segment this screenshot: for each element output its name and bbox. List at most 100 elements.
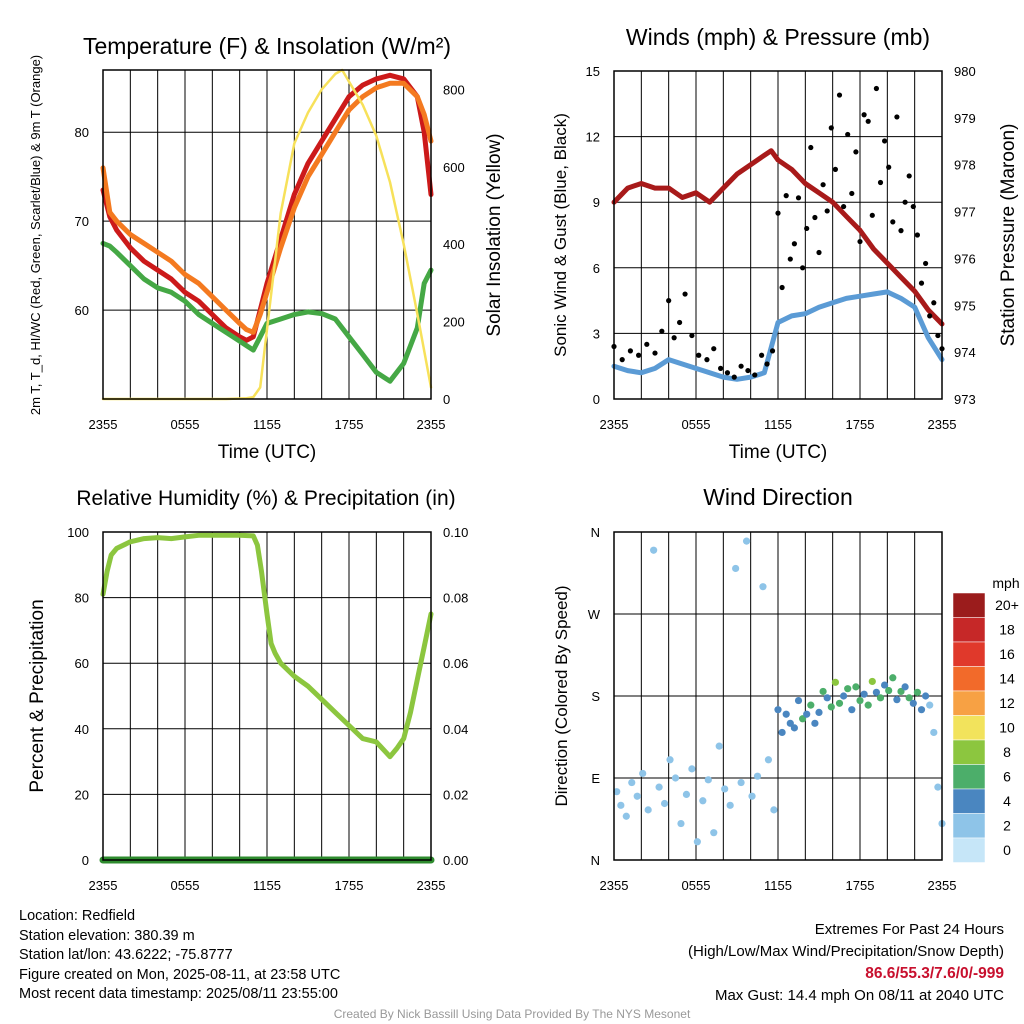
colorbar-unit: mph (992, 575, 1019, 591)
temperature-ylabel: 2m T, T_d, HI/WC (Red, Green, Scarlet/Bl… (28, 55, 43, 415)
direction-point (881, 681, 889, 689)
series-line (611, 148, 945, 327)
direction-point (699, 797, 707, 805)
x-tick-label: 1755 (335, 417, 364, 432)
credit-line: Created By Nick Bassill Using Data Provi… (333, 1007, 691, 1021)
station-latlon: Station lat/lon: 43.6222; -75.8777 (19, 947, 233, 963)
gust-point (841, 203, 847, 210)
gust-point (873, 85, 880, 92)
direction-point (868, 677, 876, 686)
direction-point (628, 778, 636, 787)
y2-tick-label: 0.06 (443, 656, 468, 671)
direction-point (778, 728, 786, 737)
gust-point (759, 352, 765, 358)
gust-point (853, 149, 859, 155)
direction-point (622, 812, 630, 820)
colorbar-label: 18 (999, 622, 1015, 638)
gust-point (738, 363, 744, 369)
gust-point (808, 144, 814, 151)
x-tick-label: 0555 (171, 878, 200, 893)
y2-tick-label: 974 (954, 345, 976, 360)
direction-point (840, 692, 848, 700)
direction-point (666, 756, 674, 764)
direction-point (759, 583, 767, 591)
direction-point (905, 694, 913, 702)
gust-point (816, 249, 822, 256)
colorbar-swatch (952, 690, 986, 716)
series-line (100, 80, 434, 335)
gust-point (906, 173, 912, 179)
gust-point (752, 372, 758, 378)
gust-point (828, 125, 834, 131)
gust-point (886, 164, 892, 170)
colorbar-label: 4 (1003, 793, 1011, 809)
gust-point (857, 238, 863, 245)
direction-point (732, 564, 740, 573)
gust-point (791, 241, 798, 247)
direction-point (715, 742, 723, 750)
direction-point (748, 792, 756, 800)
y-tick-label: 0 (593, 392, 600, 407)
direction-point (901, 683, 909, 691)
y2-tick-label: 976 (954, 251, 976, 266)
gust-point (689, 332, 695, 339)
direction-point (860, 690, 868, 698)
y2-tick-label: 400 (443, 237, 465, 252)
gust-point (902, 199, 908, 205)
gust-point (914, 232, 921, 238)
gust-point (764, 361, 770, 367)
direction-title: Wind Direction (703, 484, 853, 510)
station-elevation: Station elevation: 380.39 m (19, 927, 195, 944)
colorbar-swatch (952, 666, 986, 692)
direction-point (803, 710, 811, 718)
x-tick-label: 2355 (89, 417, 118, 432)
direction-point (889, 674, 897, 682)
y-tick-label: 80 (75, 591, 89, 606)
direction-point (644, 806, 652, 814)
y-tick-label: 60 (75, 656, 89, 671)
direction-point (770, 806, 778, 814)
gust-point (918, 280, 925, 286)
y2-tick-label: 975 (954, 298, 976, 313)
x-tick-label: 0555 (682, 417, 711, 432)
gust-point (745, 367, 751, 374)
direction-point (764, 756, 773, 764)
temperature-title: Temperature (F) & Insolation (W/m²) (83, 33, 451, 59)
y2-tick-label: 0.10 (443, 525, 468, 540)
y-tick-label: 6 (593, 261, 600, 276)
temperature-xlabel: Time (UTC) (218, 442, 317, 463)
gust-point (704, 357, 710, 363)
colorbar-label: 0 (1003, 842, 1011, 858)
station-location: Location: Redfield (19, 908, 136, 924)
direction-point (819, 687, 827, 696)
colorbar-label: 16 (999, 646, 1015, 662)
direction-point (852, 683, 860, 691)
gust-point (775, 210, 781, 216)
gust-point (869, 212, 875, 218)
x-tick-label: 2355 (89, 878, 118, 893)
colorbar-swatch (952, 764, 986, 790)
x-tick-label: 2355 (928, 417, 957, 432)
y-tick-label: 9 (593, 195, 600, 210)
y-tick-label: W (588, 607, 601, 622)
direction-point (917, 706, 926, 714)
x-tick-label: 1155 (764, 417, 792, 432)
colorbar-label: 12 (999, 695, 1015, 711)
colorbar-swatch (952, 837, 986, 863)
direction-point (613, 788, 621, 796)
gust-point (890, 219, 896, 225)
insolation-ylabel: Solar Insolation (Yellow) (484, 133, 505, 336)
direction-point (671, 774, 680, 782)
gust-point (824, 208, 830, 214)
plot-frame (613, 531, 943, 861)
gust-point (894, 114, 900, 120)
gust-point (666, 298, 672, 304)
x-tick-label: 1155 (253, 417, 281, 432)
gust-point (931, 300, 937, 306)
y-tick-label: 100 (67, 525, 89, 540)
direction-panel: Wind Direction Direction (Colored By Spe… (552, 484, 1020, 893)
x-tick-label: 1155 (764, 878, 792, 893)
gust-point (787, 256, 793, 262)
y-tick-label: 15 (586, 64, 600, 79)
